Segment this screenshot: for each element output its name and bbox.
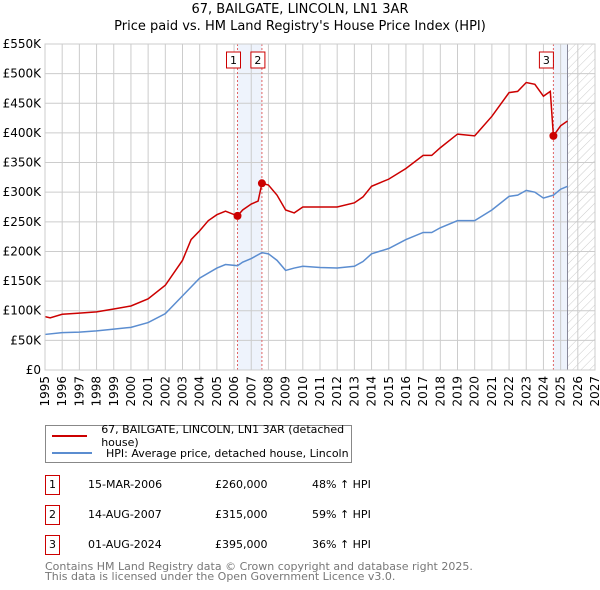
y-tick-label: £0	[26, 363, 41, 377]
transaction-row: 2 14-AUG-2007 £315,000 59% ↑ HPI	[45, 505, 445, 525]
x-tick-label: 1999	[107, 376, 121, 407]
price-chart: £0 £50K £100K £150K £200K £250K £300K £350K £400…	[3, 37, 600, 407]
x-tick-label: 2006	[227, 376, 241, 407]
x-tick-label: 2024	[536, 376, 550, 407]
plot-frame	[44, 43, 596, 371]
marker-badge: 3	[45, 535, 60, 555]
legend: 67, BAILGATE, LINCOLN, LN1 3AR (detached…	[45, 423, 352, 463]
y-tick-label: £500K	[3, 67, 43, 81]
x-tick-label: 2016	[399, 376, 413, 407]
x-tick-label: 2008	[261, 376, 275, 407]
x-tick-label: 2027	[588, 376, 600, 407]
y-tick-label: £50K	[10, 333, 42, 347]
x-tick-label: 2004	[193, 376, 207, 407]
x-tick-label: 2022	[502, 376, 516, 407]
x-tick-label: 2012	[330, 376, 344, 407]
x-tick-label: 2001	[141, 376, 155, 407]
y-tick-label: £350K	[3, 156, 43, 170]
legend-item-hpi: HPI: Average price, detached house, Linc…	[46, 445, 349, 461]
x-tick-label: 2007	[244, 376, 258, 407]
transaction-hpi: 36% ↑ HPI	[312, 538, 371, 551]
y-tick-label: £300K	[3, 185, 43, 199]
transaction-hpi: 59% ↑ HPI	[312, 508, 371, 521]
transaction-price: £260,000	[215, 478, 268, 491]
x-tick-label: 2013	[347, 376, 361, 407]
x-tick-label: 2005	[210, 376, 224, 407]
y-tick-label: £200K	[3, 244, 43, 258]
legend-label: 67, BAILGATE, LINCOLN, LN1 3AR (detached…	[101, 423, 345, 449]
legend-item-property: 67, BAILGATE, LINCOLN, LN1 3AR (detached…	[46, 423, 351, 449]
x-tick-label: 2002	[158, 376, 172, 407]
x-tick-label: 2009	[279, 376, 293, 407]
marker-label: 2	[254, 54, 261, 67]
chart-title: 67, BAILGATE, LINCOLN, LN1 3AR	[191, 2, 409, 17]
x-tick-label: 2015	[382, 376, 396, 407]
transaction-price: £315,000	[215, 508, 268, 521]
x-tick-label: 2026	[571, 376, 585, 407]
marker-label: 3	[543, 54, 550, 67]
x-tick-label: 1995	[38, 376, 52, 407]
footer-licence: This data is licensed under the Open Gov…	[45, 570, 396, 583]
marker-badge	[226, 51, 241, 69]
x-tick-label: 2014	[365, 376, 379, 407]
x-tick-label: 1996	[55, 376, 69, 407]
chart-subtitle: Price paid vs. HM Land Registry's House …	[114, 19, 486, 34]
legend-swatch	[52, 435, 88, 437]
x-tick-label: 2010	[296, 376, 310, 407]
transaction-point	[257, 179, 266, 188]
transaction-row: 1 15-MAR-2006 £260,000 48% ↑ HPI	[45, 475, 445, 495]
y-tick-label: £450K	[3, 96, 43, 110]
x-tick-label: 2019	[451, 376, 465, 407]
series-line	[44, 185, 568, 336]
x-tick-label: 1998	[90, 376, 104, 407]
y-tick-label: £100K	[3, 304, 43, 318]
x-tick-label: 2025	[554, 376, 568, 407]
marker-badge	[250, 51, 266, 69]
y-tick-label: £550K	[3, 37, 43, 51]
transaction-price: £395,000	[215, 538, 268, 551]
x-tick-label: 2018	[433, 376, 447, 407]
x-tick-label: 1997	[72, 376, 86, 407]
y-tick-label: £250K	[3, 215, 43, 229]
footer-copyright: Contains HM Land Registry data © Crown c…	[45, 560, 473, 573]
transaction-row: 3 01-AUG-2024 £395,000 36% ↑ HPI	[45, 535, 445, 555]
footer: Contains HM Land Registry data © Crown c…	[45, 560, 473, 583]
marker-badge: 1	[45, 475, 60, 495]
transaction-date: 01-AUG-2024	[88, 538, 162, 551]
sale-period-shade	[237, 44, 262, 370]
legend-swatch	[52, 452, 92, 454]
x-tick-label: 2011	[313, 376, 327, 407]
x-tick-label: 2021	[485, 376, 499, 407]
transaction-date: 15-MAR-2006	[88, 478, 163, 491]
transaction-hpi: 48% ↑ HPI	[312, 478, 371, 491]
y-tick-label: £400K	[3, 126, 43, 140]
x-tick-label: 2020	[468, 376, 482, 407]
y-tick-label: £150K	[3, 274, 43, 288]
x-tick-label: 2003	[176, 376, 190, 407]
transaction-point	[549, 131, 558, 140]
series-line	[44, 81, 568, 319]
x-tick-label: 2017	[416, 376, 430, 407]
x-tick-label: 2023	[519, 376, 533, 407]
legend-label: HPI: Average price, detached house, Linc…	[106, 446, 349, 460]
transaction-date: 14-AUG-2007	[88, 508, 162, 521]
marker-badge: 2	[45, 505, 60, 525]
future-hatch	[567, 44, 595, 370]
marker-label: 1	[230, 54, 237, 67]
x-tick-label: 2000	[124, 376, 138, 407]
transaction-point	[233, 211, 242, 220]
marker-badge	[538, 51, 554, 69]
